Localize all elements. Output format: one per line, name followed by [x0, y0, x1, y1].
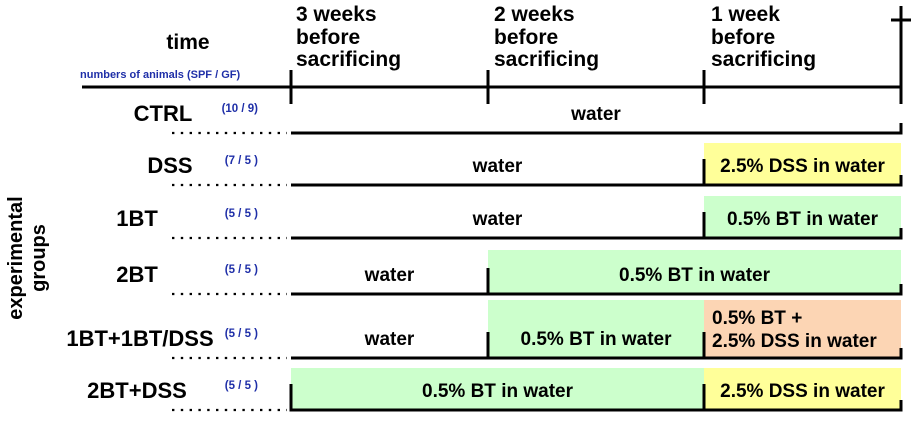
group-name: 1BT+1BT/DSS	[66, 326, 213, 351]
segment-label: 0.5% BT in water	[521, 329, 673, 350]
segment-label: 0.5% BT in water	[619, 265, 771, 286]
group-row: 2BT (5 / 5 ) water 0.5% BT in water	[116, 250, 903, 296]
segment-label: 2.5% DSS in water	[720, 156, 885, 177]
period-2-line1: 2 weeks	[494, 3, 575, 26]
segment-label: 0.5% BT in water	[422, 381, 574, 402]
group-name: 2BT+DSS	[87, 378, 187, 403]
period-3-line2: before	[711, 26, 775, 49]
group-row: CTRL (10 / 9) water	[134, 101, 903, 135]
segment-fill	[488, 300, 704, 358]
group-name: 1BT	[116, 206, 158, 231]
segment-label: water	[364, 329, 415, 350]
segment-label: water	[472, 209, 523, 230]
time-axis	[82, 56, 903, 104]
segment-fill	[704, 196, 901, 238]
period-1-line3: sacrificing	[296, 48, 401, 71]
period-2-line3: sacrificing	[494, 48, 599, 71]
animal-count: (7 / 5 )	[225, 155, 258, 167]
period-header-1: 3 weeks before sacrificing	[296, 3, 401, 71]
group-row: DSS (7 / 5 ) water 2.5% DSS in water	[147, 143, 903, 187]
segment-label: water	[364, 265, 415, 286]
segment-label: 0.5% BT +	[712, 308, 802, 329]
group-name: 2BT	[116, 262, 158, 287]
group-name: DSS	[147, 153, 192, 178]
segment-label: water	[472, 156, 523, 177]
period-3-line3: sacrificing	[711, 48, 816, 71]
period-3-line1: 1 week	[711, 3, 780, 26]
segment-fill	[704, 300, 901, 358]
group-name: CTRL	[134, 101, 193, 126]
animal-count: (10 / 9)	[222, 103, 259, 115]
animal-count: (5 / 5 )	[225, 328, 258, 340]
group-row: 2BT+DSS (5 / 5 ) 0.5% BT in water 2.5% DSS …	[87, 368, 903, 412]
segment-fill	[488, 250, 901, 294]
segment-label-line2: 2.5% DSS in water	[712, 331, 877, 352]
period-header-3: 1 week before sacrificing	[711, 3, 816, 71]
segment-label: water	[570, 104, 621, 125]
animal-count: (5 / 5 )	[225, 208, 258, 220]
side-label-line1: experimental	[5, 196, 27, 319]
period-1-line1: 3 weeks	[296, 3, 377, 26]
group-row: 1BT+1BT/DSS (5 / 5 ) water 0.5% BT in water…	[66, 300, 903, 360]
segment-fill	[704, 143, 901, 185]
segment-label: 2.5% DSS in water	[720, 381, 885, 402]
cross-icon	[891, 6, 911, 56]
group-rows: CTRL (10 / 9) water DSS (7 / 5 ) water 2.5% DS…	[66, 101, 903, 412]
segment-fill	[704, 368, 901, 410]
period-1-line2: before	[296, 26, 360, 49]
animal-count: (5 / 5 )	[225, 264, 258, 276]
animal-count: (5 / 5 )	[225, 380, 258, 392]
segment-fill	[291, 368, 704, 410]
group-row: 1BT (5 / 5 ) water 0.5% BT in water	[116, 196, 903, 240]
side-label-line2: groups	[28, 224, 50, 292]
animals-count-label: numbers of animals (SPF / GF)	[80, 69, 240, 81]
time-label: time	[166, 31, 209, 54]
segment-label: 0.5% BT in water	[727, 209, 879, 230]
period-2-line2: before	[494, 26, 558, 49]
period-header-2: 2 weeks before sacrificing	[494, 3, 599, 71]
